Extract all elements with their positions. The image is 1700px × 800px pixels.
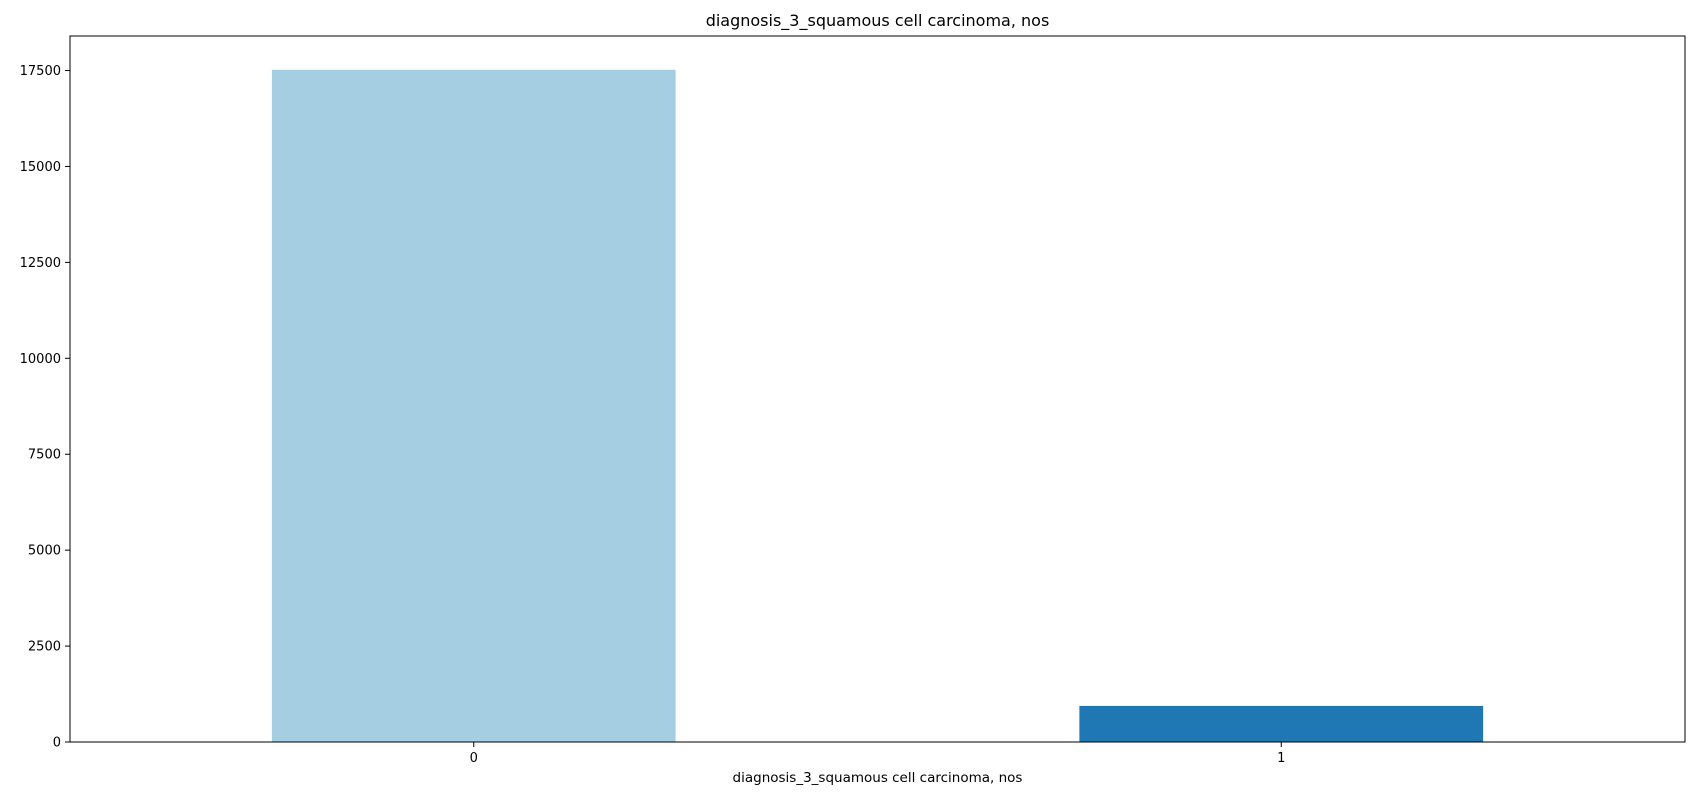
y-tick-label: 2500 bbox=[28, 640, 61, 655]
y-tick-label: 0 bbox=[53, 736, 61, 751]
plot-frame bbox=[69, 35, 1686, 743]
y-tick-label: 5000 bbox=[28, 544, 61, 559]
y-tick-label: 7500 bbox=[28, 448, 61, 463]
x-axis-label: diagnosis_3_squamous cell carcinoma, nos bbox=[733, 770, 1023, 786]
x-tick-label: 1 bbox=[1277, 751, 1285, 766]
bars-group bbox=[271, 69, 1484, 743]
y-tick-label: 10000 bbox=[20, 352, 61, 367]
y-tick-label: 17500 bbox=[20, 64, 61, 79]
y-axis-ticks: 0 2500 5000 7500 10000 12500 15000 17500 bbox=[20, 64, 70, 751]
x-tick-label: 0 bbox=[470, 751, 478, 766]
bar-0 bbox=[271, 69, 676, 743]
bar-1 bbox=[1079, 705, 1484, 742]
chart-title: diagnosis_3_squamous cell carcinoma, nos bbox=[706, 11, 1050, 31]
y-tick-label: 15000 bbox=[20, 160, 61, 175]
y-tick-label: 12500 bbox=[20, 256, 61, 271]
